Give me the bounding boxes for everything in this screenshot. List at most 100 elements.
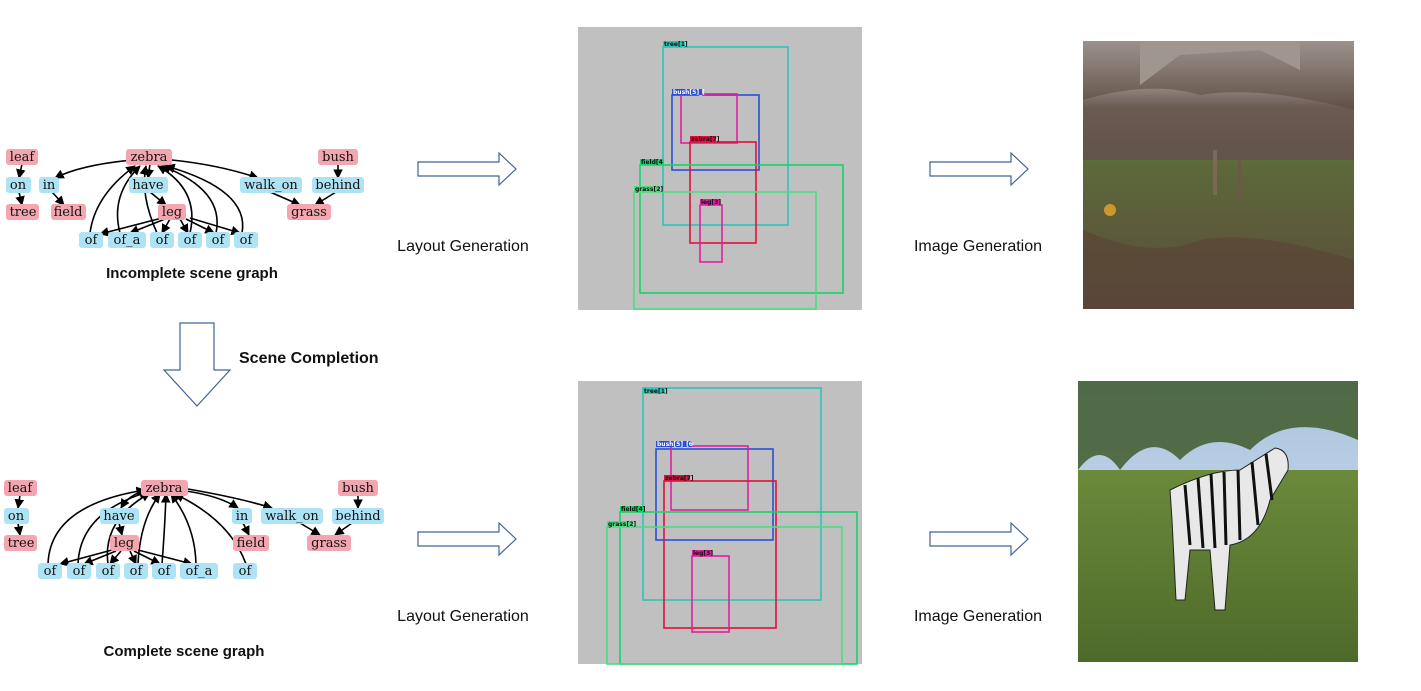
incomplete-graph-caption: Incomplete scene graph [106,265,278,282]
top-layout-generation-label: Layout Generation [397,238,529,255]
bottom-graph-edges [13,486,363,567]
bottom-node-leg: leg [110,535,139,551]
relation-node-shape [180,563,218,579]
field-box [639,164,844,294]
grass-box [633,191,817,310]
top-layout-arrow-icon [417,151,517,187]
node-label: of [44,564,58,579]
bush-box [655,448,774,541]
top-node-in: in [39,177,59,193]
relation-node-shape [150,232,174,248]
relation-node-shape [152,563,176,579]
zebra-blur [1213,150,1217,195]
top-node-tree: tree [6,204,39,220]
bush-box-label: bush[5]_[6 [657,441,693,448]
field-box-label: field[4 [641,159,663,166]
top-node-on: on [6,177,31,193]
bottom-node-of-2: of [67,563,91,579]
node-label: of_a [186,564,213,579]
bottom-image-generation-label: Image Generation [914,608,1042,625]
bottom-node-of-3: of [96,563,120,579]
object-node-shape [126,149,172,165]
node-label: behind [315,178,360,193]
relation-node-shape [240,177,302,193]
zebra-box-label: zebra[7] [691,136,720,143]
post [1238,160,1241,200]
relation-node-shape [234,232,258,248]
bush-box [671,94,760,171]
relation-node-shape [129,177,168,193]
top-node-leg: leg [158,204,186,220]
top-image-arrow-icon [929,151,1029,187]
bottom-layout-arrow-icon [417,521,517,557]
node-label: field [237,536,266,551]
top-node-grass: grass [287,204,331,220]
complete-graph-caption: Complete scene graph [104,643,265,660]
bottom-node-field: field [233,535,269,551]
bottom-node-of-a: of_a [180,563,218,579]
grass-box-label: grass[2] [635,186,663,193]
relation-node-shape [233,563,257,579]
node-label: in [43,178,56,193]
object-node-shape [287,204,331,220]
node-label: bush [322,150,354,165]
bush-box-label: bush[5]_[ [673,89,705,96]
node-label: walk_on [265,509,319,524]
object-node-shape [51,204,86,220]
node-label: in [236,509,249,524]
relation-node-shape [312,177,364,193]
relation-node-shape [79,232,103,248]
top-image-generation-label: Image Generation [914,238,1042,255]
node-label: behind [335,509,380,524]
relation-node-shape [108,232,146,248]
node-label: of [85,233,99,248]
object-node-shape [318,149,358,165]
trees [1078,381,1358,470]
down-arrow-icon [162,322,232,407]
object-node-shape [4,480,37,496]
bottom-node-behind: behind [332,508,384,524]
object-node-shape [338,480,378,496]
node-label: leaf [10,150,36,165]
scene-completion-label: Scene Completion [239,350,379,367]
complete-scene-graph: leaf on tree zebra have leg of of [4,480,384,660]
node-label: of [102,564,116,579]
relation-node-shape [232,508,252,524]
node-label: have [103,509,134,524]
relation-node-shape [4,508,29,524]
node-label: of [184,233,198,248]
node-label: on [8,509,25,524]
object-node-shape [110,535,139,551]
bottom-node-of-6: of [233,563,257,579]
scene-completion-step: Scene Completion [162,322,379,407]
zebra-box [663,480,777,629]
relation-node-shape [178,232,202,248]
node-label: of_a [114,233,141,248]
relation-node-shape [206,232,230,248]
bottom-node-grass: grass [307,535,351,551]
top-node-of-2: of [150,232,174,248]
bottom-node-of-1: of [38,563,62,579]
bottom-node-zebra: zebra [141,480,188,496]
relation-node-shape [39,177,59,193]
node-label: of [212,233,226,248]
node-label: leg [162,205,182,220]
node-label: leg [114,536,134,551]
bottom-node-leaf: leaf [4,480,37,496]
bottom-box-labels: tree[1] bush[5]_[6 zebra[7] field[4] gra… [607,388,713,557]
top-node-of-5: of [234,232,258,248]
relation-node-shape [67,563,91,579]
object-node-shape [158,204,186,220]
top-node-zebra: zebra [126,149,172,165]
bottom-node-on: on [4,508,29,524]
object-node-shape [6,149,38,165]
top-node-of-a: of_a [108,232,146,248]
bottom-node-have: have [100,508,139,524]
node-label: on [10,178,27,193]
bottom-node-bush: bush [338,480,378,496]
node-label: bush [342,481,374,496]
zebra-box-label: zebra[7] [665,475,694,482]
zebra-icon [1169,447,1289,611]
tree-line [1083,41,1354,110]
